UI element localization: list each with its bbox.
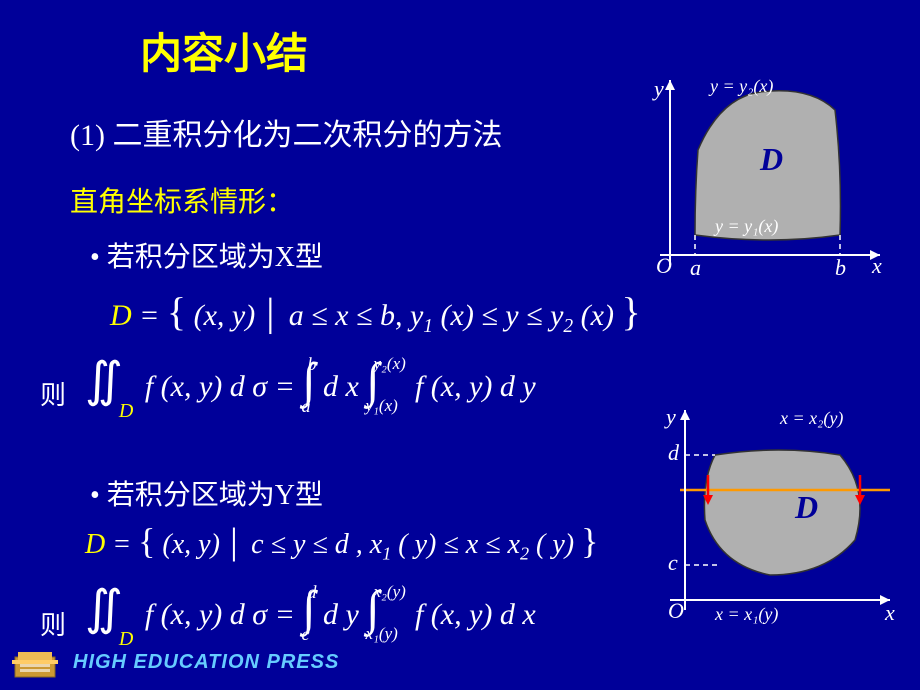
suby1: 1 [382, 544, 391, 564]
set-body-3: (x) [581, 299, 614, 332]
formula-integral-y: ∬D f (x, y) d σ = ∫dc d y ∫x₂(y)x₁(y) f … [85, 580, 536, 637]
region-shape-y [704, 450, 860, 575]
int4-lower: x₁(y) [365, 624, 397, 644]
y-arrow-icon [665, 80, 675, 90]
lhs-body: f (x, y) d σ = [145, 370, 303, 403]
c-label: c [668, 550, 678, 575]
section-text: 二重积分化为二次积分的方法 [112, 119, 502, 152]
eq-lead: = [139, 299, 167, 332]
symbol-D: D [110, 299, 132, 332]
int3-upper: d [307, 582, 316, 603]
top-curve-label: y = y₂(x) [708, 76, 773, 97]
y-arrow-2-icon [680, 410, 690, 420]
origin-label-2: O [668, 598, 684, 623]
footer: HIGH EDUCATION PRESS [10, 642, 339, 682]
x-axis-label: x [871, 253, 882, 278]
eq-lead-2: = [112, 529, 138, 560]
set-body-2: (x) ≤ y ≤ y [441, 299, 564, 332]
section-num: (1) [70, 119, 105, 152]
page-title: 内容小结 [140, 20, 308, 81]
int4-body: f (x, y) d x [415, 598, 536, 631]
set-body-1: (x, y) │ a ≤ x ≤ b, y [194, 299, 424, 332]
int1-upper: b [307, 354, 316, 375]
symbol-D-2: D [85, 529, 105, 560]
int2-body: f (x, y) d y [415, 370, 536, 403]
formula-integral-x: ∬D f (x, y) d σ = ∫ba d x ∫y₂(x)y₁(x) f … [85, 352, 536, 409]
set-body-y1: (x, y) │ c ≤ y ≤ d , x [162, 529, 382, 560]
case-label: 直角坐标系情形： [70, 180, 294, 220]
brace-close-2: } [581, 521, 598, 561]
formula-region-y: D = { (x, y) │ c ≤ y ≤ d , x1 ( y) ≤ x ≤… [85, 520, 598, 565]
diagram-x-type: y x O a b y = y₂(x) y = y₁(x) D [640, 70, 900, 280]
y-axis-label: y [652, 76, 664, 101]
lhs-body-2: f (x, y) d σ = [145, 598, 303, 631]
formula-region-x: D = { (x, y) │ a ≤ x ≤ b, y1 (x) ≤ y ≤ y… [110, 288, 641, 338]
brace-close: } [621, 289, 640, 334]
int1-lower: a [301, 396, 310, 417]
set-body-y3: ( y) [536, 529, 574, 560]
a-label: a [690, 255, 701, 280]
int2-upper: y₂(x) [373, 354, 405, 374]
region-D-label-2: D [794, 489, 818, 525]
int1-body: d x [323, 370, 359, 403]
then-label-2: 则 [40, 605, 66, 642]
int-sub-D: D [119, 400, 133, 422]
set-body-y2: ( y) ≤ x ≤ x [398, 529, 520, 560]
publisher-name: HIGH EDUCATION PRESS [73, 651, 339, 674]
int3-body: d y [323, 598, 359, 631]
right-curve-label: x = x₂(y) [779, 408, 843, 429]
int2-lower: y₁(x) [365, 396, 397, 416]
bot-curve-label: y = y₁(x) [713, 216, 778, 237]
x-axis-label-2: x [884, 600, 895, 625]
y-axis-label-2: y [664, 404, 676, 429]
b-label: b [835, 255, 846, 280]
region-D-label: D [759, 141, 783, 177]
bullet-x-type: • 若积分区域为X型 [90, 235, 323, 275]
publisher-logo-icon [10, 642, 65, 682]
origin-label: O [656, 253, 672, 278]
sub2: 2 [563, 316, 573, 337]
left-curve-label: x = x₁(y) [714, 604, 778, 625]
int4-upper: x₂(y) [373, 582, 405, 602]
section-heading: (1) 二重积分化为二次积分的方法 [70, 110, 502, 154]
suby2: 2 [520, 544, 529, 564]
d-label: d [668, 440, 680, 465]
brace-open-2: { [138, 521, 155, 561]
bullet-y-type: • 若积分区域为Y型 [90, 473, 323, 513]
double-integral-icon-2: ∬ [85, 582, 123, 635]
brace-open: { [167, 289, 186, 334]
double-integral-icon: ∬ [85, 354, 123, 407]
diagram-y-type: y x O d c x = x₂(y) x = x₁(y) D [660, 400, 910, 630]
sub1: 1 [423, 316, 433, 337]
then-label-1: 则 [40, 375, 66, 412]
